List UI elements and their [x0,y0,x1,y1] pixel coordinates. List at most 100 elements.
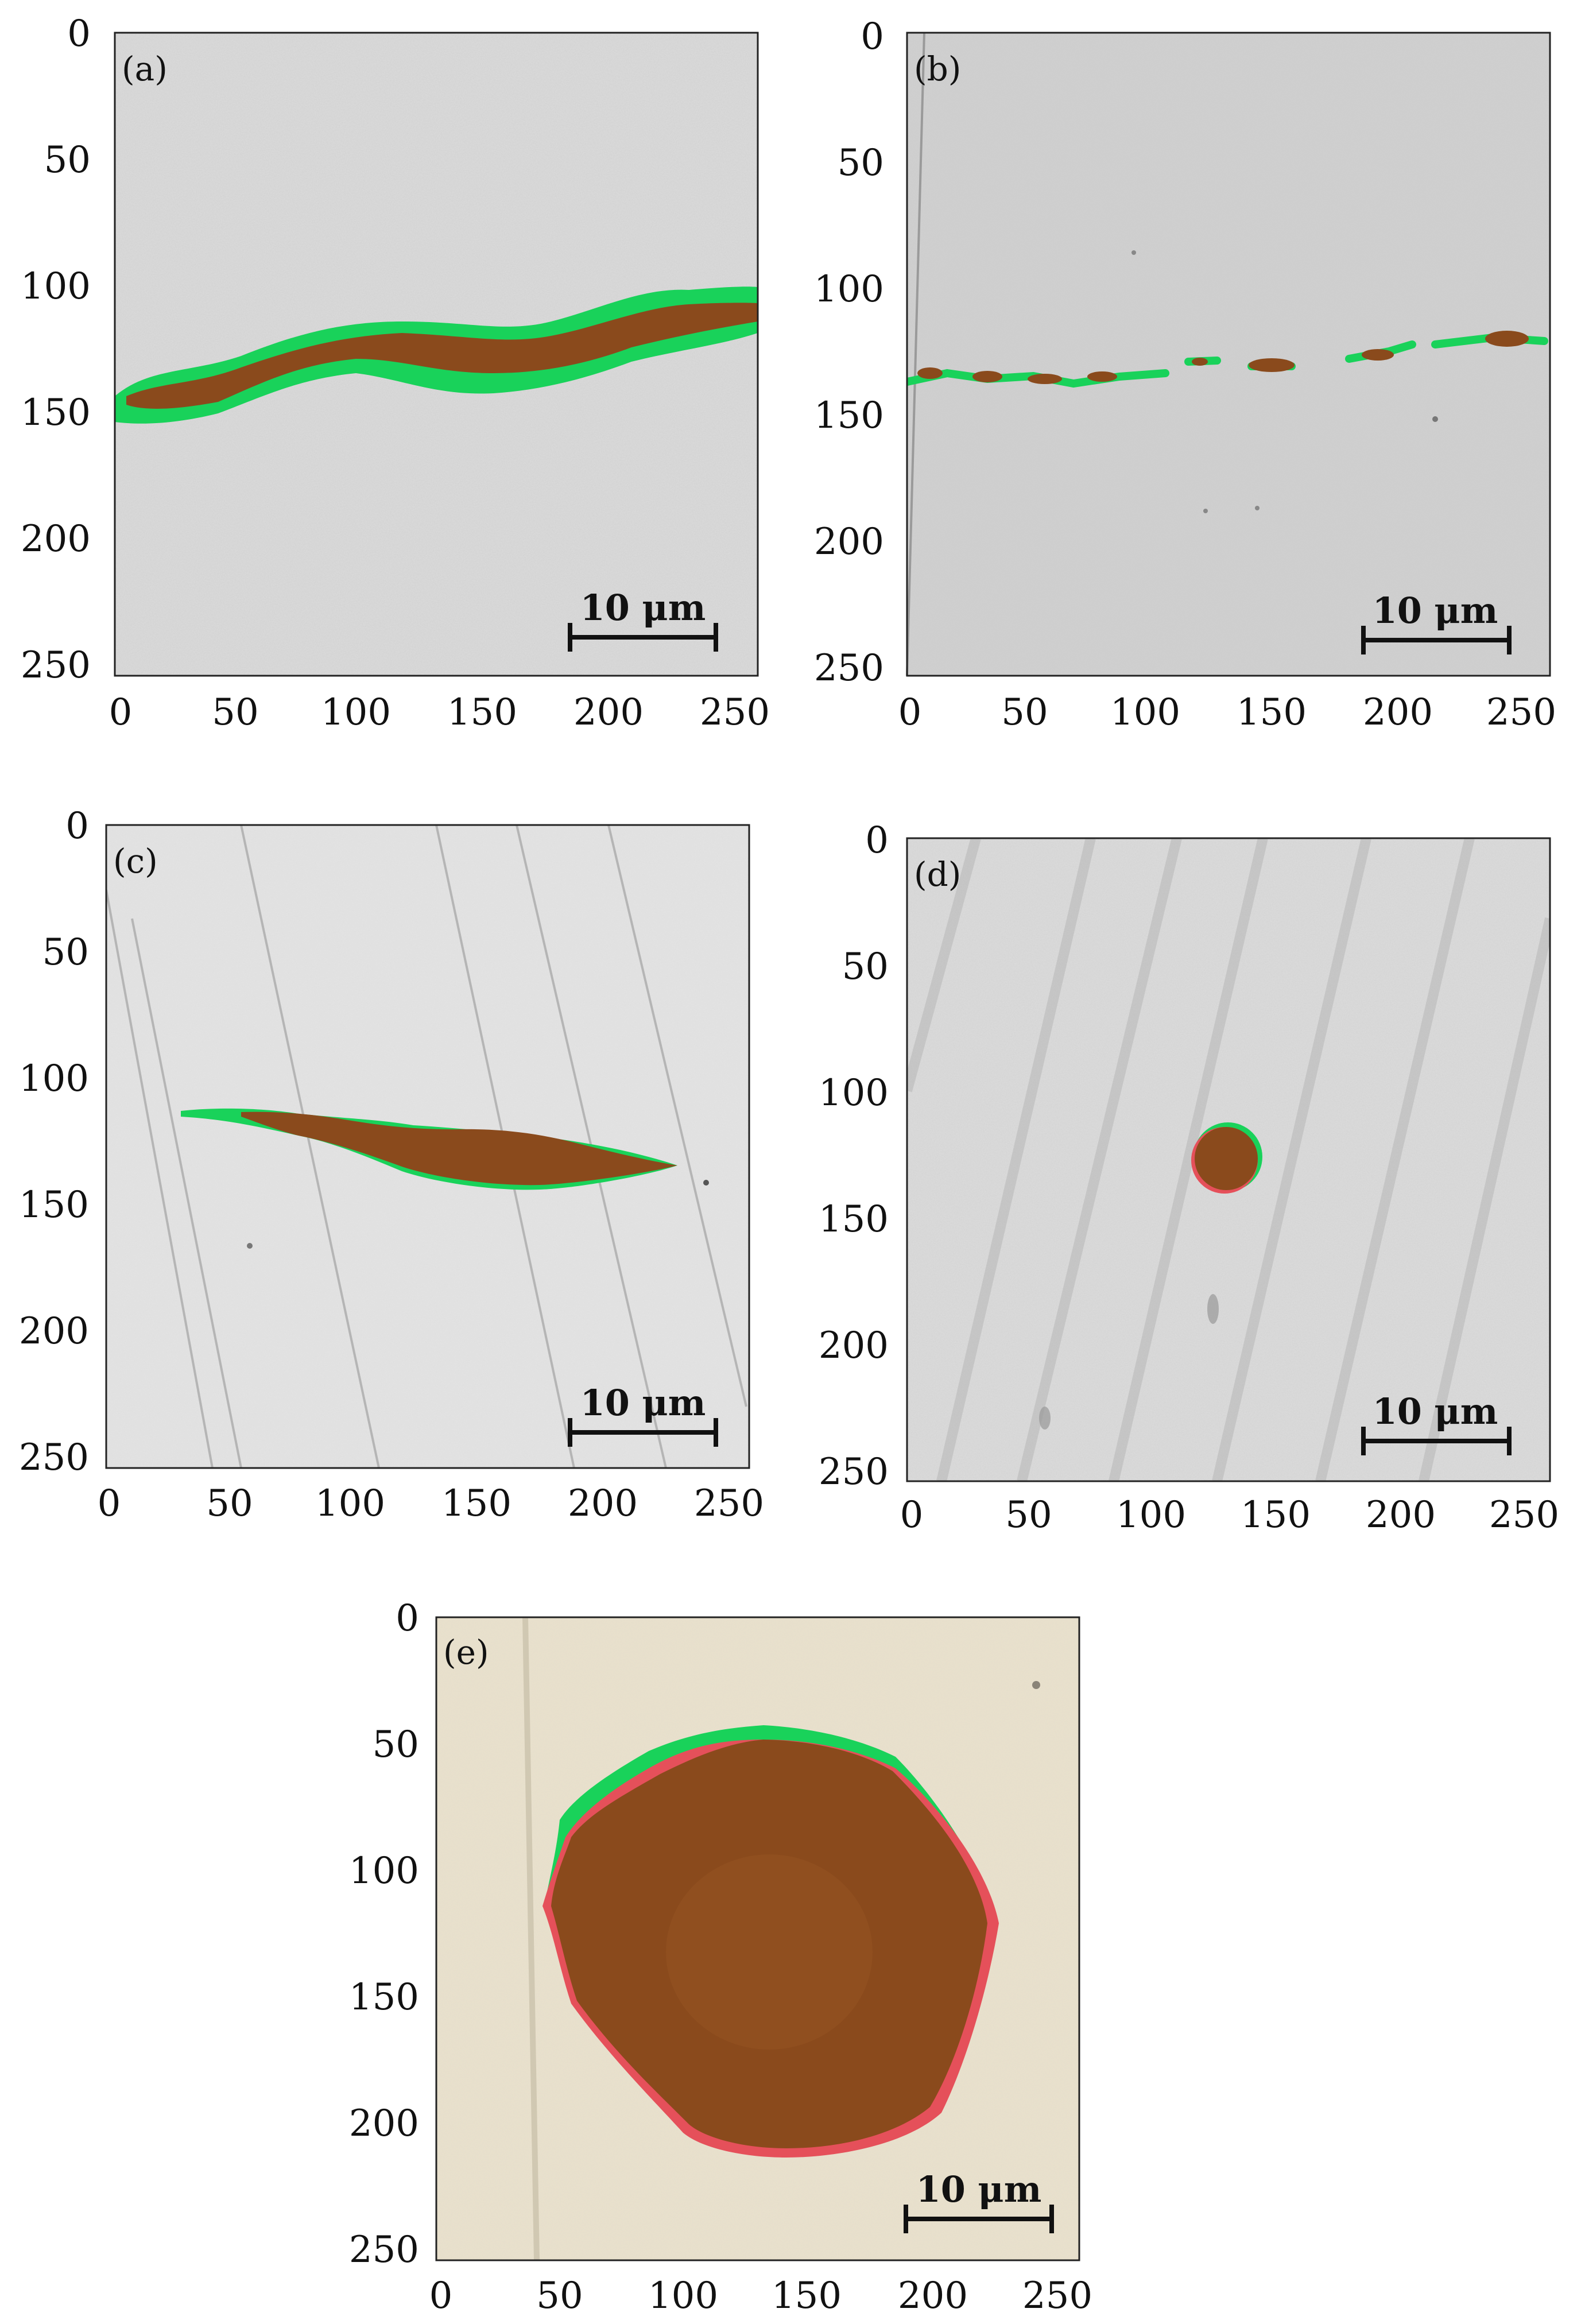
panel-c: (c) 10 μm 0 50 100 150 200 250 0 50 100 … [19,805,764,1525]
panel-a-xtick: 150 [447,691,517,734]
panel-d-xtick: 200 [1366,1494,1436,1536]
panel-e-ytick: 250 [349,2229,419,2271]
panel-b-ytick: 150 [814,394,884,437]
panel-d-ytick: 100 [819,1072,889,1114]
panel-e-xtick: 150 [772,2275,842,2317]
panel-b-ytick: 50 [838,142,884,184]
panel-d-xtick: 150 [1241,1494,1311,1536]
panel-b-xtick: 100 [1110,691,1180,734]
panel-a-label: (a) [122,49,168,88]
panel-e-xtick: 200 [898,2275,968,2317]
panel-c-ytick: 50 [42,931,89,974]
panel-b-xtick: 250 [1486,691,1556,734]
panel-b-xtick: 150 [1237,691,1307,734]
panel-c-xtick: 100 [315,1482,385,1525]
panel-b-frame [906,32,1551,677]
panel-d-xtick: 50 [1005,1494,1052,1536]
panel-a-scale-bar: 10 μm [568,587,718,652]
panel-a-xtick: 250 [700,691,770,734]
panel-c-y-axis: 0 50 100 150 200 250 [19,805,89,1479]
panel-a-ytick: 150 [21,392,91,434]
panel-d-x-axis: 0 50 100 150 200 250 [900,1494,1559,1536]
panel-a-inclusion [115,286,758,424]
panel-d-scale-text: 10 μm [1373,1390,1498,1432]
panel-b-x-axis: 0 50 100 150 200 250 [898,691,1556,734]
panel-d-ytick: 250 [819,1451,889,1493]
panel-a-xtick: 100 [321,691,391,734]
panel-e-frame [435,1616,1080,2261]
panel-a-xtick: 200 [573,691,644,734]
panel-e-xtick: 250 [1022,2275,1092,2317]
panel-b-scale-bar: 10 μm [1361,590,1512,654]
panel-b-ytick: 200 [814,521,884,563]
panel-b-xtick: 200 [1363,691,1433,734]
panel-b: (b) 10 μm 0 50 100 150 200 250 0 50 100 … [814,16,1556,734]
panel-a-ytick: 250 [21,644,91,687]
panel-d-ytick: 150 [819,1198,889,1241]
panel-a-y-axis: 0 50 100 150 200 250 [21,13,91,687]
panel-b-scale-text: 10 μm [1373,590,1498,632]
panel-c-x-axis: 0 50 100 150 200 250 [98,1482,764,1525]
panel-e-ytick: 50 [373,1723,419,1766]
panel-c-ytick: 200 [19,1310,89,1353]
panel-c-ytick: 250 [19,1436,89,1479]
panel-e-scale-bar: 10 μm [904,2168,1054,2233]
panel-c-ytick: 100 [19,1058,89,1100]
panel-c-frame [105,824,750,1469]
panel-a-ytick: 0 [67,13,91,55]
panel-c-scale-text: 10 μm [580,1382,706,1424]
panel-e-x-axis: 0 50 100 150 200 250 [429,2275,1092,2317]
panel-c-ytick: 150 [19,1184,89,1226]
panel-e-scale-text: 10 μm [916,2168,1042,2210]
panel-b-ytick: 0 [861,16,884,58]
panel-c-xtick: 0 [98,1482,121,1525]
panel-e-xtick: 0 [429,2275,453,2317]
panel-c-xtick: 250 [694,1482,764,1525]
panel-b-xtick: 50 [1001,691,1048,734]
panel-e-label: (e) [443,1633,489,1672]
panel-c-inclusion [181,1108,709,1249]
panel-b-inclusion [907,250,1548,513]
panel-d-frame [906,837,1551,1482]
panel-d-xtick: 250 [1489,1494,1559,1536]
panel-d-streaks [907,838,1550,1481]
panel-b-label: (b) [914,49,961,88]
panel-d: (d) 10 μm 0 50 100 150 200 250 0 50 100 … [819,819,1559,1536]
panel-c-label: (c) [113,842,158,881]
panel-e-y-axis: 0 50 100 150 200 250 [349,1597,419,2271]
panel-a: (a) 10 μm 0 50 100 150 200 250 0 50 100 … [21,13,770,734]
panel-e-ytick: 0 [396,1597,419,1640]
panel-d-inclusion [1039,1122,1262,1430]
panel-c-xtick: 50 [206,1482,253,1525]
panel-b-xtick: 0 [898,691,922,734]
panel-e-xtick: 100 [648,2275,718,2317]
panel-d-scale-bar: 10 μm [1361,1390,1512,1455]
panel-b-ytick: 100 [814,268,884,311]
panel-a-scale-text: 10 μm [580,587,706,629]
panel-e-ytick: 200 [349,2102,419,2145]
panel-b-texture [907,33,1550,676]
panel-d-xtick: 0 [900,1494,924,1536]
panel-a-xtick: 50 [212,691,258,734]
panel-e-xtick: 50 [536,2275,583,2317]
panel-e-inclusion [522,1617,1040,2260]
panel-a-ytick: 50 [44,139,91,181]
panel-a-inclusion-core [126,303,758,409]
panel-c-ytick: 0 [65,805,89,847]
panel-b-y-axis: 0 50 100 150 200 250 [814,16,884,690]
panel-d-label: (d) [914,855,961,894]
panel-b-ytick: 250 [814,647,884,690]
panel-d-ytick: 50 [842,946,889,988]
panel-a-xtick: 0 [109,691,133,734]
panel-d-y-axis: 0 50 100 150 200 250 [819,819,889,1493]
panel-c-xtick: 200 [568,1482,638,1525]
panel-b-scratch [906,32,925,676]
panel-a-frame [114,32,759,677]
panel-e-ytick: 150 [349,1976,419,2019]
panel-e-ytick: 100 [349,1850,419,1892]
panel-c-scale-bar: 10 μm [568,1382,718,1447]
panel-e: (e) 10 μm 0 50 100 150 200 250 0 50 100 … [349,1597,1092,2317]
panel-c-xtick: 150 [441,1482,511,1525]
panel-d-ytick: 200 [819,1324,889,1367]
